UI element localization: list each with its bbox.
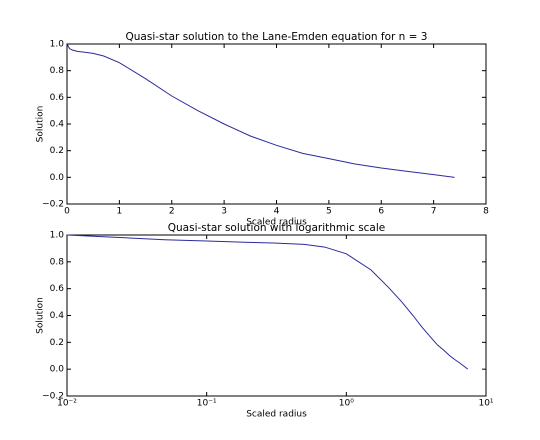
y-tick-label: 1.0	[50, 231, 65, 241]
y-tick-label: 0.8	[50, 257, 65, 267]
x-tick-label: 4	[274, 207, 280, 217]
x-tick-label: 0	[64, 207, 70, 217]
x-tick-label: 3	[221, 207, 227, 217]
x-tick-label: 1	[117, 207, 123, 217]
y-axis-label: Solution	[36, 297, 46, 334]
x-axis-label: Scaled radius	[246, 410, 307, 420]
chart-title: Quasi-star solution to the Lane-Emden eq…	[126, 31, 428, 43]
y-tick-label: 0.2	[50, 338, 64, 348]
y-tick-label: 0.4	[50, 120, 65, 130]
y-tick-label: 0.2	[50, 146, 64, 156]
y-tick-label: −0.2	[42, 392, 64, 402]
x-tick-label: 7	[431, 207, 437, 217]
data-line	[67, 43, 455, 178]
x-tick-label: 8	[483, 207, 489, 217]
y-tick-label: 0.6	[50, 93, 65, 103]
x-tick-label: 10⁻¹	[197, 399, 217, 409]
x-tick-label: 10⁰	[339, 399, 354, 409]
x-tick-label: 10⁻²	[57, 399, 77, 409]
x-axis-label: Scaled radius	[246, 218, 307, 228]
y-tick-label: 0.6	[50, 284, 65, 294]
x-tick-label: 10¹	[478, 399, 493, 409]
x-tick-label: 2	[169, 207, 175, 217]
plot-area	[66, 43, 487, 205]
plot-area	[66, 234, 487, 397]
y-tick-label: 0.8	[50, 66, 65, 76]
y-axis-label: Solution	[36, 106, 46, 143]
x-tick-label: 5	[326, 207, 332, 217]
data-line	[66, 234, 469, 370]
y-tick-label: 0.4	[50, 311, 65, 321]
chart-title: Quasi-star solution with logarithmic sca…	[168, 222, 386, 234]
y-tick-label: 1.0	[50, 40, 65, 50]
y-tick-label: −0.2	[42, 200, 64, 210]
x-tick-label: 6	[378, 207, 384, 217]
y-tick-label: 0.0	[50, 365, 65, 375]
y-tick-label: 0.0	[50, 173, 65, 183]
